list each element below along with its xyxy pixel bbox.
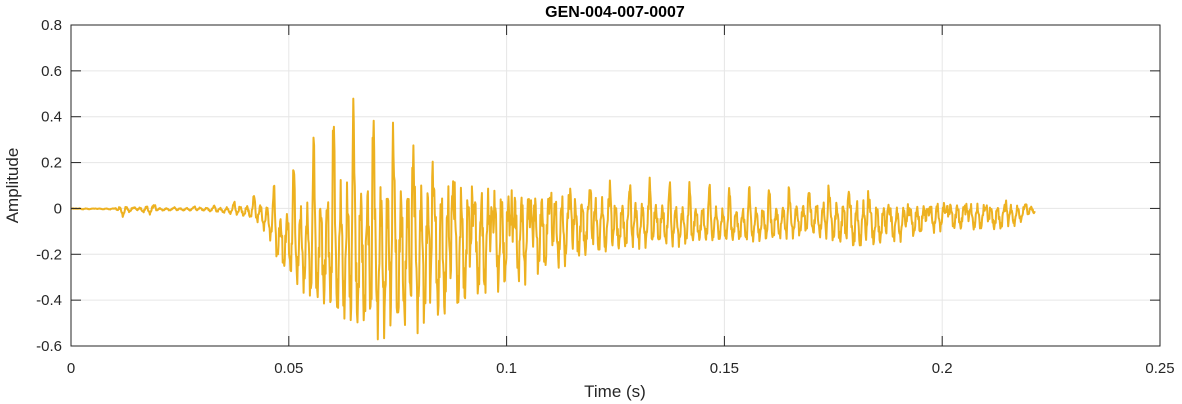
axes-box xyxy=(70,24,1161,347)
x-tick-label: 0.1 xyxy=(496,360,517,377)
y-tick-labels: -0.6 -0.4 -0.2 0 0.2 0.4 0.6 0.8 xyxy=(36,17,62,355)
waveform-line xyxy=(70,97,1036,341)
y-tick-label: 0 xyxy=(54,200,62,217)
y-tick-label: -0.4 xyxy=(36,292,62,309)
x-axis-label: Time (s) xyxy=(584,382,646,401)
x-tick-label: 0.2 xyxy=(932,360,953,377)
y-tick-label: 0.4 xyxy=(41,109,62,126)
y-tick-label: 0.6 xyxy=(41,63,62,80)
y-axis-label: Amplitude xyxy=(3,148,22,224)
y-tick-label: -0.6 xyxy=(36,338,62,355)
x-tick-label: 0.25 xyxy=(1145,360,1174,377)
y-tick-label: -0.2 xyxy=(36,246,62,263)
tick-marks xyxy=(70,24,1161,347)
y-tick-label: 0.2 xyxy=(41,155,62,172)
x-tick-label: 0 xyxy=(67,360,75,377)
y-tick-label: 0.8 xyxy=(41,17,62,34)
chart-title: GEN-004-007-0007 xyxy=(545,4,685,21)
plot-background xyxy=(71,25,1160,346)
x-tick-labels: 0 0.05 0.1 0.15 0.2 0.25 xyxy=(67,360,1175,377)
x-tick-label: 0.05 xyxy=(274,360,303,377)
x-tick-label: 0.15 xyxy=(710,360,739,377)
